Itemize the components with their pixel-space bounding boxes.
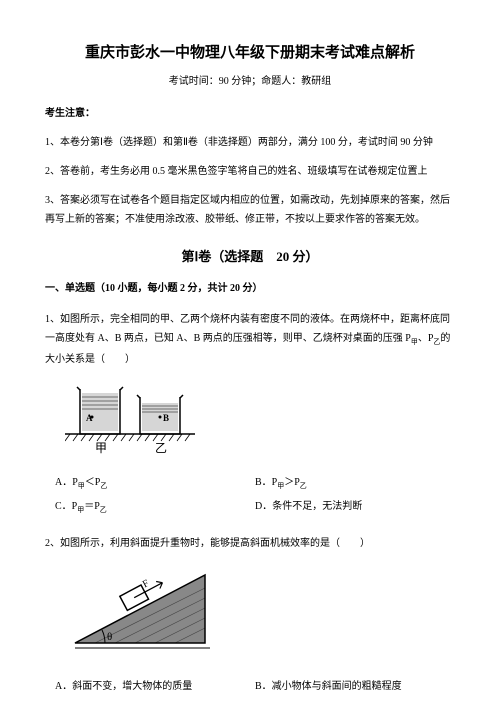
instruction-1: 1、本卷分第Ⅰ卷（选择题）和第Ⅱ卷（非选择题）两部分，满分 100 分，考试时间… bbox=[45, 133, 455, 152]
instruction-3: 3、答案必须写在试卷各个题目指定区域内相应的位置，如需改动，先划掉原来的答案，然… bbox=[45, 191, 455, 229]
label-jia: 甲 bbox=[95, 441, 107, 454]
q1-option-a: A．P甲＜P乙 bbox=[55, 471, 255, 496]
figure-2: F θ bbox=[65, 563, 455, 665]
q1-option-c: C．P甲＝P乙 bbox=[55, 495, 255, 520]
q1-option-d: D．条件不足，无法判断 bbox=[255, 495, 455, 520]
q2-option-a: A．斜面不变，增大物体的质量 bbox=[55, 675, 255, 699]
q2-option-b: B．减小物体与斜面间的粗糙程度 bbox=[255, 675, 455, 699]
question-1: 1、如图所示，完全相同的甲、乙两个烧杯内装有密度不同的液体。在两烧杯中，距离杯底… bbox=[45, 310, 455, 368]
page-title: 重庆市彭水一中物理八年级下册期末考试难点解析 bbox=[45, 40, 455, 67]
svg-text:θ: θ bbox=[107, 631, 112, 643]
page-subtitle: 考试时间：90 分钟；命题人：教研组 bbox=[45, 73, 455, 91]
q1-text: 1、如图所示，完全相同的甲、乙两个烧杯内装有密度不同的液体。在两烧杯中，距离杯底… bbox=[45, 314, 450, 344]
q2-options: A．斜面不变，增大物体的质量 B．减小物体与斜面间的粗糙程度 bbox=[55, 675, 455, 699]
question-2: 2、如图所示，利用斜面提升重物时，能够提高斜面机械效率的是（ ） bbox=[45, 534, 455, 553]
notice-label: 考生注意： bbox=[45, 105, 455, 123]
svg-text:B: B bbox=[163, 413, 169, 423]
label-yi: 乙 bbox=[155, 441, 167, 454]
q1-options: A．P甲＜P乙 B．P甲＞P乙 C．P甲＝P乙 D．条件不足，无法判断 bbox=[55, 471, 455, 520]
instruction-2: 2、答卷前，考生务必用 0.5 毫米黑色签字笔将自己的姓名、班级填写在试卷规定位… bbox=[45, 162, 455, 181]
part1-title: 第Ⅰ卷（选择题 20 分） bbox=[45, 245, 455, 268]
q1-option-b: B．P甲＞P乙 bbox=[255, 471, 455, 496]
figure-1: A B 甲 乙 bbox=[65, 379, 455, 461]
section1-title: 一、单选题（10 小题，每小题 2 分，共计 20 分） bbox=[45, 280, 455, 298]
svg-text:A: A bbox=[86, 413, 93, 423]
